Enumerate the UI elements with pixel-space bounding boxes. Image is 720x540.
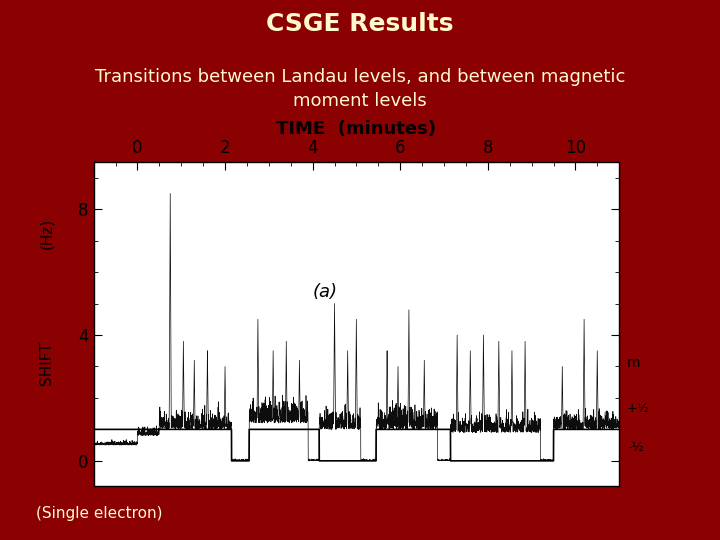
Text: (a): (a) (312, 282, 338, 301)
X-axis label: TIME  (minutes): TIME (minutes) (276, 119, 436, 138)
Text: CSGE Results: CSGE Results (266, 12, 454, 36)
Text: SHIFT: SHIFT (39, 341, 54, 384)
Text: +½: +½ (627, 402, 650, 415)
Text: (Hz): (Hz) (39, 218, 54, 249)
Text: (Single electron): (Single electron) (36, 506, 163, 521)
Text: Transitions between Landau levels, and between magnetic
moment levels: Transitions between Landau levels, and b… (95, 68, 625, 110)
Text: -½: -½ (627, 441, 644, 454)
Text: m: m (627, 356, 641, 370)
